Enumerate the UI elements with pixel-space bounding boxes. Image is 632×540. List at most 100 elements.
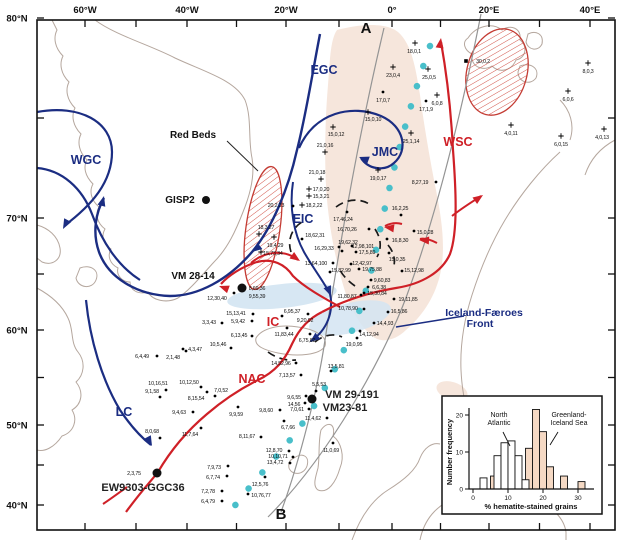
sample-marker-dot — [400, 269, 404, 273]
map-label: EGC — [310, 63, 337, 77]
sample-marker-cross — [322, 149, 328, 155]
wgc-loop-lower — [36, 166, 141, 281]
map-label: Front — [467, 318, 494, 330]
sample-marker-dot — [329, 369, 333, 373]
sample-marker-dot — [282, 419, 286, 423]
sample-marker-cross — [601, 126, 607, 132]
eic-current — [290, 181, 331, 295]
inset-legend-label: Greenland- — [551, 412, 587, 419]
lc-current — [84, 299, 152, 446]
sample-marker-cross — [375, 167, 381, 173]
sample-point-label: 9,6,55 — [287, 395, 301, 401]
axis-layer: 60°W 40°W 20°W 0° 20°E 40°E 80°N 70°N 60°N 50°N 40… — [6, 5, 600, 512]
inset-legend-label: Iceland Sea — [551, 420, 588, 427]
sample-point-label: 18,62,31 — [305, 233, 325, 239]
lon-label: 20°W — [274, 5, 297, 16]
map-frame — [36, 19, 616, 531]
sample-marker-dot — [300, 237, 304, 241]
sample-point-label: 17,46,24 — [333, 217, 353, 223]
sample-point-label: 5,9,42 — [231, 319, 245, 325]
sample-point-label: 9,20,92 — [297, 318, 314, 324]
sample-marker-dot — [372, 321, 376, 325]
sample-point-label: 6,13,45 — [231, 333, 248, 339]
sample-marker-dot — [220, 499, 224, 503]
sample-point-label: 15,73,34 — [263, 251, 283, 257]
sample-marker-dot — [184, 349, 188, 353]
sample-marker-dot — [158, 436, 162, 440]
sample-point-label: 17,0,7 — [376, 98, 390, 104]
sample-marker-cross — [434, 92, 440, 98]
ew9303-ggc36-dot — [152, 468, 162, 478]
map-label: VM 28-14 — [171, 271, 215, 282]
sample-points-layer: 18,0,1 30,0,2 8,0,3 23,0,4 25,0,5 6,0,6 17,0,7… — [127, 40, 609, 505]
sample-point-label: 10,78,90 — [338, 306, 358, 312]
sample-marker-dot — [308, 332, 312, 336]
sample-marker-dot — [367, 227, 371, 231]
sample-marker-square — [464, 59, 468, 63]
histogram-bar — [560, 475, 568, 490]
histogram-bar — [546, 466, 554, 490]
lat-label: 60°N — [6, 326, 27, 337]
sample-point-label: 18,2,22 — [306, 203, 323, 209]
jmc-current — [297, 109, 404, 170]
sample-marker-cross — [390, 64, 396, 70]
red-curl-1 — [384, 222, 403, 227]
sample-point-label: 9,55,39 — [249, 294, 266, 300]
labrador-coast — [36, 287, 84, 451]
sample-point-label: 10,5,46 — [210, 342, 227, 348]
vm28-14-dot — [237, 283, 247, 293]
sample-point-label: 17,0,20 — [313, 187, 330, 193]
sample-marker-cross — [425, 66, 431, 72]
map-labels-layer: A B EGC WGC JMC EIC LC WSC IC NAC Red Beds GISP2 VM … — [71, 20, 523, 523]
ireland-coast — [288, 454, 309, 474]
sample-point-label: 15,3,21 — [313, 194, 330, 200]
sample-point-label: 7,2,78 — [201, 489, 215, 495]
sample-point-label: 2,3,75 — [127, 471, 141, 477]
iceland-faeroes-front-line — [395, 315, 465, 328]
sample-marker-dot — [299, 373, 303, 377]
sample-point-label: 19,75,88 — [362, 267, 382, 273]
sample-point-label: 6,7,74 — [206, 475, 220, 481]
cold-current-arrowheads — [63, 156, 370, 446]
sample-point-label: 12,98,101 — [352, 244, 374, 250]
sample-point-label: 15,0,35 — [389, 257, 406, 263]
sample-marker-dot — [236, 405, 240, 409]
sample-point-label: 4,3,47 — [188, 347, 202, 353]
map-label: A — [361, 20, 372, 37]
sample-point-label: 12,30,40 — [207, 296, 227, 302]
sample-point-label: 11,80,87 — [337, 294, 356, 300]
lat-label: 50°N — [6, 421, 27, 432]
cold-currents — [36, 33, 465, 446]
sample-point-label: 11,83,44 — [274, 332, 293, 338]
sample-point-label: 8,15,54 — [188, 396, 205, 402]
sample-point-label: 14,4,93 — [377, 321, 394, 327]
sample-point-label: 13,5,81 — [328, 364, 345, 370]
sample-marker-cross — [271, 234, 277, 240]
sample-point-label: 8,27,19 — [412, 180, 429, 186]
map-label: VM 29-191 — [325, 389, 379, 401]
sample-marker-dot — [199, 426, 203, 430]
sample-marker-dot — [213, 394, 217, 398]
sample-point-label: 7,9,73 — [207, 465, 221, 471]
sample-marker-dot — [354, 250, 358, 254]
sample-point-label: 3,3,43 — [202, 320, 216, 326]
sample-point-label: 7,0,52 — [214, 388, 228, 394]
sample-marker-dot — [250, 334, 254, 338]
sample-point-label: 15,0,10 — [365, 117, 382, 123]
sample-point-label: 14,12,94 — [359, 332, 379, 338]
sample-marker-dot — [369, 278, 373, 282]
sample-marker-dot — [328, 270, 332, 274]
sample-marker-dot — [331, 261, 335, 265]
sample-marker-cross — [408, 130, 414, 136]
sample-marker-cross — [299, 202, 305, 208]
sample-marker-dot — [287, 449, 291, 453]
iceland-coast — [255, 325, 326, 356]
baffin-coast — [36, 224, 61, 264]
sample-point-label: 9,9,59 — [229, 412, 243, 418]
sample-point-label: 17,1,9 — [419, 107, 433, 113]
map-label: VM23-81 — [323, 402, 368, 414]
russia-coast — [559, 99, 616, 176]
uk-coast — [314, 423, 343, 492]
sample-point-label: 10,12,50 — [179, 380, 199, 386]
sample-point-label: 6,4,49 — [135, 354, 149, 360]
